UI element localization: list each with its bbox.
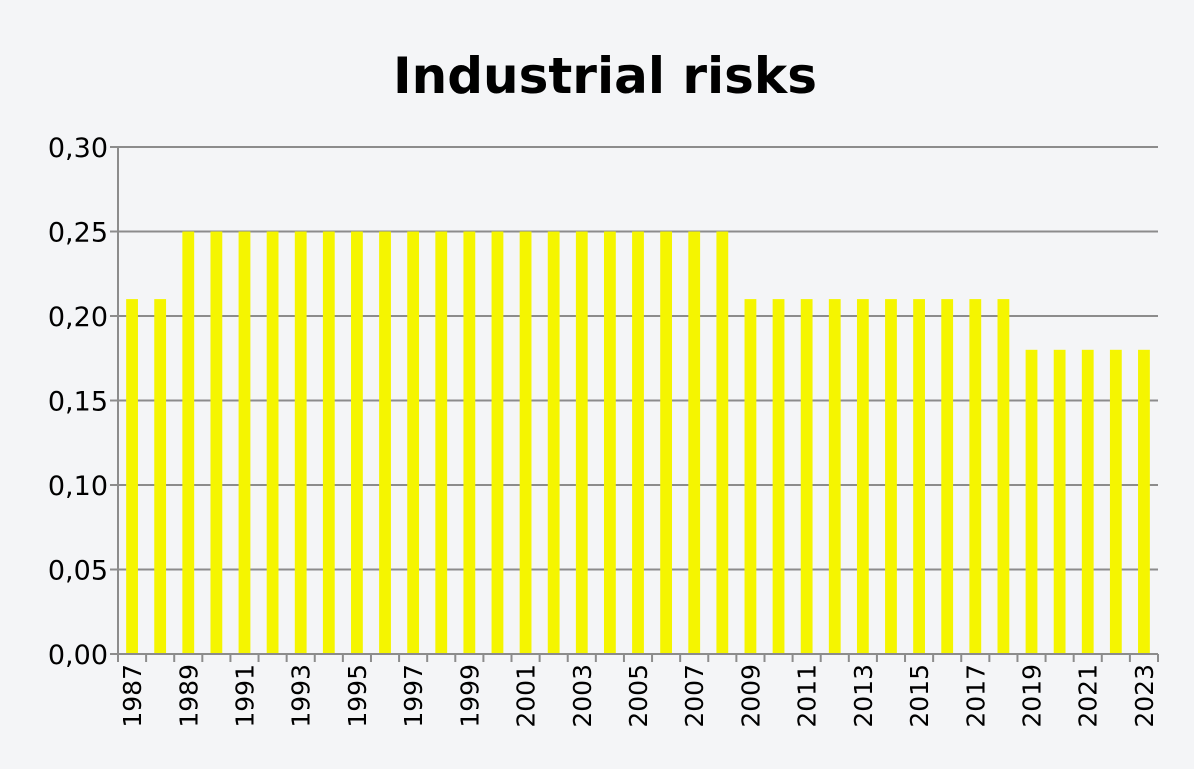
x-tick-label: 1993: [287, 664, 316, 728]
x-tick-label: 2011: [793, 664, 822, 728]
bar: [463, 231, 476, 654]
bar: [547, 231, 560, 654]
axes: [110, 146, 1159, 662]
bar: [435, 231, 448, 654]
bar: [266, 231, 279, 654]
bar: [913, 299, 925, 654]
bar: [1109, 349, 1122, 654]
chart-title: Industrial risks: [393, 47, 817, 105]
x-tick-label: 1997: [399, 664, 428, 728]
bar: [800, 299, 813, 654]
x-tick-label: 2019: [1018, 664, 1047, 728]
x-tick-label: 1991: [230, 664, 259, 728]
bar: [491, 231, 504, 654]
x-tick-label: 2023: [1130, 664, 1159, 728]
bar: [744, 299, 757, 654]
bar: [688, 231, 701, 654]
bars: [126, 231, 1150, 654]
x-tick-label: 2013: [849, 664, 878, 728]
bar: [828, 299, 841, 654]
bar: [1081, 349, 1094, 654]
bar: [997, 299, 1010, 654]
bar: [856, 299, 869, 654]
x-tick-label: 1995: [343, 664, 372, 728]
x-tick-labels: 1987 1989 1991 1993 1995 1997 1999 2001 2003 2005…: [118, 664, 1159, 728]
bar: [1138, 349, 1150, 654]
bar: [941, 299, 954, 654]
bar: [238, 231, 251, 654]
x-tick-label: 2009: [736, 664, 765, 728]
bar: [575, 231, 588, 654]
bar: [632, 231, 644, 654]
bar: [772, 299, 785, 654]
x-tick-label: 2007: [680, 664, 709, 728]
x-tick-label: 1999: [455, 664, 484, 728]
x-tick-label: 2021: [1074, 664, 1103, 728]
x-tick-label: 2005: [624, 664, 653, 728]
bar: [885, 299, 897, 654]
y-tick-label: 0,25: [48, 218, 108, 249]
bar: [407, 231, 420, 654]
y-tick-labels: 0,00 0,05 0,10 0,15 0,20 0,25 0,30: [48, 133, 108, 671]
bar: [1053, 349, 1066, 654]
bar: [154, 299, 167, 654]
bar: [519, 231, 532, 654]
bar: [379, 231, 391, 654]
bar: [210, 231, 223, 654]
x-tick-label: 2015: [905, 664, 934, 728]
bar: [716, 231, 729, 654]
x-tick-label: 1989: [174, 664, 203, 728]
x-tick-label: 2001: [512, 664, 541, 728]
y-tick-label: 0,30: [48, 133, 108, 164]
bar: [182, 231, 195, 654]
bar: [969, 299, 982, 654]
bar: [294, 231, 307, 654]
x-tick-label: 1987: [118, 664, 147, 728]
y-tick-label: 0,15: [48, 387, 108, 418]
bar: [126, 299, 138, 654]
y-tick-label: 0,20: [48, 302, 108, 333]
bar: [660, 231, 673, 654]
bar: [603, 231, 616, 654]
y-tick-label: 0,05: [48, 556, 108, 587]
x-tick-label: 2003: [568, 664, 597, 728]
y-tick-label: 0,10: [48, 471, 108, 502]
y-tick-label: 0,00: [48, 640, 108, 671]
x-tick-label: 2017: [961, 664, 990, 728]
bar: [1025, 349, 1038, 654]
bar: [322, 231, 335, 654]
bar: [351, 231, 363, 654]
